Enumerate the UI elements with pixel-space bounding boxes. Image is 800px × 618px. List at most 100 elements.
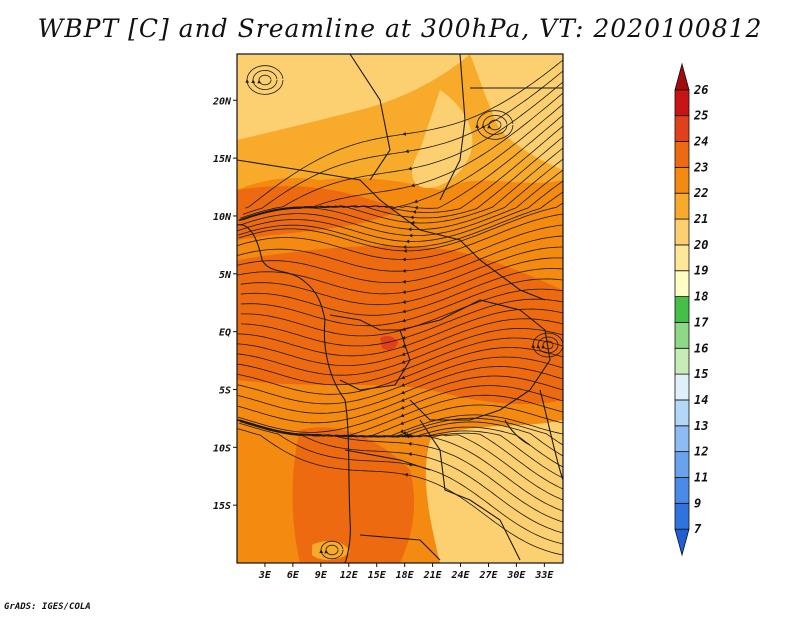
streamline	[237, 356, 563, 405]
streamline-arrow	[402, 430, 407, 435]
streamline-arrow	[319, 549, 324, 554]
streamline-arrow	[245, 79, 250, 83]
streamline-arrow	[407, 227, 412, 232]
streamline-arrow	[487, 124, 492, 129]
streamline-arrow	[403, 248, 407, 253]
wbpt-field-20-tongue	[411, 90, 473, 189]
streamline-arrow	[401, 360, 406, 364]
colorbar-segment	[674, 347, 690, 375]
lon-tick-label: 12E	[340, 570, 359, 581]
lon-tick-label: 21E	[423, 570, 443, 581]
streamline-arrow	[408, 233, 413, 238]
streamline-arrow	[409, 215, 414, 220]
lat-tick-label: 10N	[213, 212, 232, 223]
colorbar-label: 25	[693, 109, 708, 123]
colorbar-segment	[674, 322, 690, 349]
streamline-arrow	[257, 79, 262, 84]
colorbar-segment	[674, 425, 690, 453]
colorbar-segment	[674, 192, 690, 220]
streamline-arrow	[407, 442, 412, 446]
streamline-arrow	[402, 309, 406, 314]
streamlines	[237, 59, 563, 560]
streamline-arrow	[536, 344, 541, 349]
streamline-arrow	[481, 124, 486, 129]
wbpt-field-23-belt	[237, 245, 563, 405]
colorbar-label: 21	[693, 212, 708, 226]
wbpt-field-20-ne	[470, 54, 563, 170]
streamline-arrow	[404, 473, 409, 477]
streamline	[237, 385, 563, 433]
colorbar-lower-triangle	[674, 528, 690, 557]
streamline-arrow	[408, 166, 412, 171]
streamline-arrow	[401, 318, 406, 323]
colorbar-label: 7	[694, 522, 702, 536]
colorbar-label: 18	[694, 290, 708, 304]
streamline	[237, 308, 563, 357]
lat-tick-label: EQ	[219, 328, 231, 339]
colorbar-label: 17	[694, 315, 709, 329]
streamline	[239, 422, 563, 545]
streamline	[237, 347, 563, 395]
colorbar-segment	[674, 451, 690, 478]
streamline	[237, 318, 563, 367]
colorbar-segment	[674, 218, 690, 246]
colorbar-segment	[674, 166, 690, 194]
streamline-arrow	[402, 279, 406, 284]
latitude-axis: 20N 15N 10N 5N EQ 5S 10S 15S	[212, 96, 237, 512]
colorbar-label: 19	[694, 264, 708, 278]
chart-title: WBPT [C] and Sreamline at 300hPa, VT: 20…	[37, 14, 763, 43]
colorbar-segment	[674, 89, 690, 117]
colorbar-segment	[674, 399, 690, 427]
streamline-arrow	[400, 383, 405, 387]
lon-tick-label: 6E	[287, 570, 300, 581]
streamline-arrow	[405, 149, 409, 154]
lat-tick-label: 10S	[213, 443, 231, 454]
streamline-arrow	[408, 452, 412, 457]
colorbar-label: 20	[693, 238, 708, 252]
streamline	[237, 366, 563, 414]
lon-tick-label: 24E	[451, 570, 471, 581]
streamline-arrow	[401, 375, 406, 380]
streamline-arrow	[541, 344, 546, 349]
lat-tick-label: 20N	[212, 96, 232, 107]
streamline-arrow	[410, 220, 415, 225]
streamline-arrow	[531, 344, 536, 348]
colorbar-label: 14	[694, 393, 708, 407]
colorbar-segment	[674, 477, 690, 504]
colorbar-label: 16	[694, 341, 708, 355]
colorbar-label: 15	[694, 367, 708, 381]
streamline-arrow	[400, 421, 405, 425]
colorbar-label: 23	[693, 160, 708, 174]
streamline-arrow	[400, 413, 405, 418]
lon-tick-label: 30E	[506, 570, 526, 581]
colorbar-segment	[674, 115, 690, 142]
wbpt-field-23-north	[237, 186, 400, 240]
streamline-arrow	[402, 290, 406, 294]
streamline-arrow	[400, 405, 405, 410]
streamline-arrow	[402, 268, 406, 273]
streamline	[237, 327, 563, 376]
colorbar-label: 22	[693, 186, 708, 200]
lon-tick-label: 27E	[478, 570, 498, 581]
lat-tick-label: 15S	[213, 501, 231, 512]
lon-tick-label: 3E	[258, 570, 272, 581]
streamline	[238, 202, 563, 252]
streamline-arrow	[410, 183, 415, 188]
lat-tick-label: 15N	[213, 154, 232, 165]
wbpt-field-24-spot	[380, 335, 398, 350]
colorbar-upper-triangle	[674, 62, 690, 91]
wbpt-field-20-se	[425, 420, 563, 563]
colorbar: 7 9 11 12 13 14 15 16 17 18 19 20 21 22 23 24 25 26	[674, 62, 709, 557]
streamline	[237, 224, 563, 272]
lat-tick-label: 5N	[219, 270, 232, 281]
streamline-arrow	[324, 549, 329, 554]
colorbar-label: 26	[693, 83, 708, 97]
grads-credit: GrADS: IGES/COLA	[4, 602, 91, 612]
colorbar-segment	[674, 502, 690, 530]
streamline-arrow	[412, 210, 417, 214]
map-frame	[236, 53, 564, 564]
colorbar-segment	[674, 373, 690, 401]
lat-tick-label: 5S	[219, 385, 231, 396]
lon-tick-label: 33E	[534, 570, 554, 581]
